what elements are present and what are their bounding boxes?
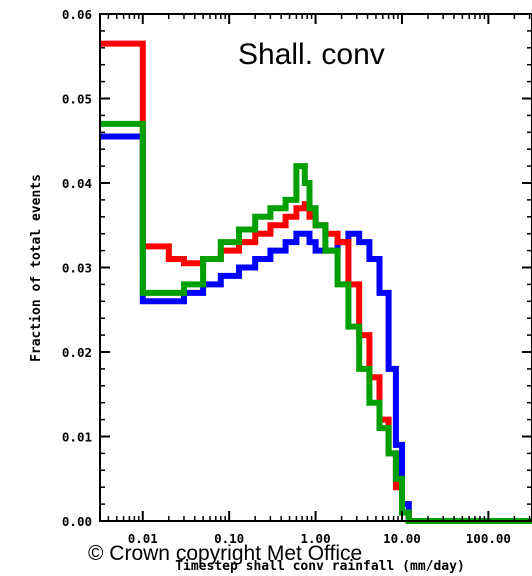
y-tick-label: 0.05 bbox=[62, 92, 92, 107]
y-tick-label: 0.06 bbox=[62, 7, 92, 22]
y-tick-label: 0.03 bbox=[62, 261, 92, 276]
panel-title: Shall. conv bbox=[238, 38, 385, 71]
series-line-3 bbox=[100, 120, 532, 524]
x-tick-label: 1.00 bbox=[301, 531, 331, 546]
y-tick-label: 0.04 bbox=[62, 176, 92, 191]
x-tick-labels: 0.01 0.10 1.00 10.00 100.00 bbox=[128, 531, 511, 546]
x-tick-label: 0.01 bbox=[128, 531, 158, 546]
y-tick-labels: 0.00 0.01 0.02 0.03 0.04 0.05 0.06 bbox=[62, 7, 92, 529]
series-line-1 bbox=[100, 133, 532, 524]
x-tick-label: 0.10 bbox=[214, 531, 244, 546]
copyright-footer: © Crown copyright Met Office bbox=[88, 542, 362, 565]
y-tick-label: 0.00 bbox=[62, 514, 92, 529]
x-tick-label: 100.00 bbox=[466, 531, 511, 546]
x-axis-label: Timestep shall conv rainfall (mm/day) bbox=[175, 559, 465, 574]
y-axis-label: Fraction of total events bbox=[29, 174, 44, 362]
y-tick-label: 0.01 bbox=[62, 430, 92, 445]
series-layer bbox=[100, 40, 532, 524]
y-tick-label: 0.02 bbox=[62, 345, 92, 360]
ticks-layer bbox=[100, 13, 532, 522]
x-tick-label: 10.00 bbox=[383, 531, 421, 546]
